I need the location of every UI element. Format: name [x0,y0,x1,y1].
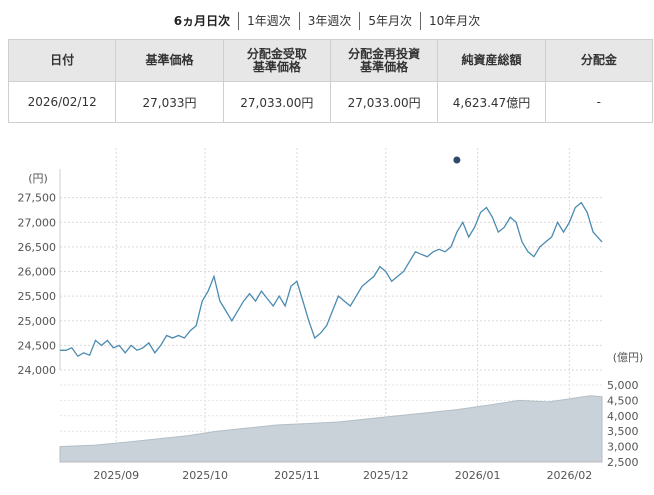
x-tick-label: 2025/11 [274,469,320,482]
fund-summary-table: 日付 基準価格 分配金受取 基準価格 分配金再投資 基準価格 純資産総額 分配金… [7,39,654,123]
tab-10-year-monthly[interactable]: 10年月次 [420,12,488,30]
header-date: 日付 [7,39,117,82]
y-tick-label-price: 26,000 [18,266,57,279]
table-row: 2026/02/12 27,033円 27,033.00円 27,033.00円… [7,81,654,123]
y-tick-label-price: 24,000 [18,364,57,377]
nav-price-line [60,201,603,358]
cell-net-assets: 4,623.47億円 [437,81,546,123]
y-tick-label-price: 26,500 [18,241,57,254]
header-net-assets: 純資産総額 [437,39,546,82]
y-tick-label-asset: 4,500 [607,394,639,407]
tab-1-year-weekly[interactable]: 1年週次 [238,12,299,30]
tab-6-month-daily[interactable]: 6ヵ月日次 [173,14,231,28]
y-tick-label-asset: 4,000 [607,410,639,423]
cell-dividend-received-price: 27,033.00円 [222,81,331,123]
x-tick-label: 2025/09 [93,469,139,482]
x-tick-label: 2025/10 [182,469,228,482]
cell-date: 2026/02/12 [7,81,117,123]
header-dividend-reinvested-price: 分配金再投資 基準価格 [329,39,439,82]
y-tick-label-price: 24,500 [18,339,57,352]
tab-5-year-monthly[interactable]: 5年月次 [359,12,420,30]
y-unit-label-price: (円) [28,172,48,185]
event-marker-dot [453,156,461,164]
cell-nav-price: 27,033円 [115,81,224,123]
x-tick-label: 2025/12 [363,469,409,482]
y-tick-label-price: 27,500 [18,192,57,205]
y-tick-label-price: 27,000 [18,216,57,229]
table-header-row: 日付 基準価格 分配金受取 基準価格 分配金再投資 基準価格 純資産総額 分配金 [7,39,654,82]
y-tick-label-asset: 5,000 [607,379,639,392]
y-tick-label-price: 25,000 [18,315,57,328]
cell-dividend-reinvested-price: 27,033.00円 [329,81,439,123]
x-tick-label: 2026/01 [455,469,501,482]
header-dividend-received-price: 分配金受取 基準価格 [222,39,331,82]
price-chart: 24,000 24,500 25,000 25,500 26,000 26,500 27,0… [18,148,644,482]
y-tick-label-price: 25,500 [18,290,57,303]
tab-3-year-weekly[interactable]: 3年週次 [298,12,360,30]
y-tick-label-asset: 2,500 [607,456,639,469]
header-dividend: 分配金 [544,39,654,82]
header-nav-price: 基準価格 [115,39,224,82]
y-tick-label-asset: 3,500 [607,425,639,438]
net-assets-area [59,395,603,463]
y-unit-label-asset: (億円) [613,351,644,364]
cell-dividend: - [544,81,654,123]
period-tabs: 6ヵ月日次 1年週次 3年週次 5年月次 10年月次 [0,12,654,30]
x-tick-label: 2026/02 [547,469,593,482]
y-tick-label-asset: 3,000 [607,441,639,454]
